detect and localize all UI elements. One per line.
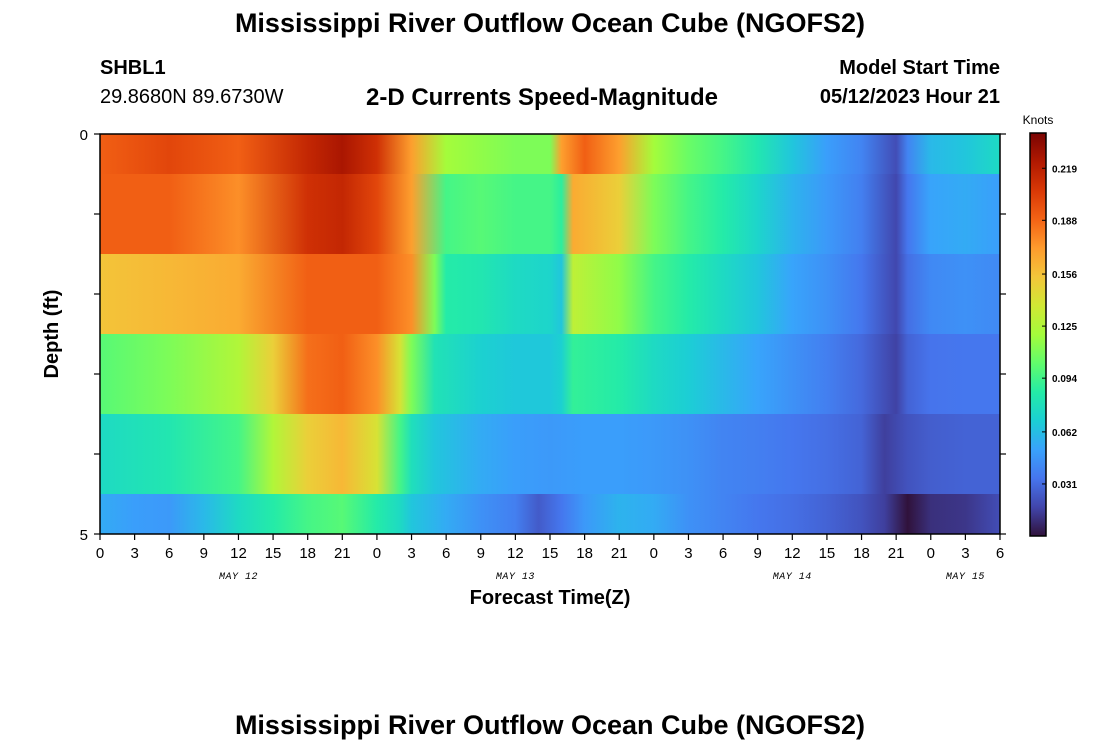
y-tick-label: 0: [80, 127, 88, 144]
x-tick-label: 9: [200, 545, 208, 562]
date-label: MAY 12: [219, 572, 258, 583]
colorbar-tick-label: 0.156: [1052, 270, 1077, 281]
x-tick-label: 6: [165, 545, 173, 562]
colorbar-tick-label: 0.094: [1052, 374, 1077, 385]
x-tick-label: 6: [996, 545, 1004, 562]
y-tick-label: 5: [80, 527, 88, 544]
x-tick-label: 18: [853, 545, 870, 562]
date-label: MAY 13: [496, 572, 535, 583]
colorbar-scale: [1029, 132, 1047, 537]
x-tick-label: 15: [265, 545, 282, 562]
model-start-value: 05/12/2023 Hour 21: [819, 86, 1000, 108]
x-tick-label: 9: [477, 545, 485, 562]
date-label: MAY 15: [946, 572, 985, 583]
colorbar-tick-label: 0.062: [1052, 428, 1077, 439]
x-tick-label: 18: [576, 545, 593, 562]
station-id: SHBL1: [100, 57, 166, 79]
x-tick-label: 9: [754, 545, 762, 562]
x-tick-label: 6: [442, 545, 450, 562]
x-tick-label: 3: [961, 545, 969, 562]
x-tick-label: 21: [334, 545, 351, 562]
second-chart-title: Mississippi River Outflow Ocean Cube (NG…: [234, 710, 866, 740]
x-tick-label: 0: [927, 545, 935, 562]
colorbar-unit: Knots: [1023, 113, 1054, 127]
x-tick-label: 0: [650, 545, 658, 562]
x-tick-label: 21: [888, 545, 905, 562]
colorbar-tick-label: 0.188: [1052, 216, 1077, 227]
x-tick-label: 0: [96, 545, 104, 562]
x-tick-label: 6: [719, 545, 727, 562]
x-axis: 0 3 6 9 12 15 18 21 0 3 6 9 12 15 18 21 0 3 6 9 12 15 18 21 0 3 6M…: [96, 534, 1004, 583]
colorbar: Knots 0.219 0.188 0.156 0.125 0.094 0.062 0.03…: [1023, 113, 1077, 537]
x-tick-label: 3: [130, 545, 138, 562]
colorbar-tick-label: 0.031: [1052, 480, 1077, 491]
x-tick-label: 21: [611, 545, 628, 562]
x-tick-label: 0: [373, 545, 381, 562]
depth-layer-5: [100, 414, 1000, 494]
chart-subtitle: 2-D Currents Speed-Magnitude: [366, 84, 719, 111]
x-tick-label: 18: [299, 545, 316, 562]
depth-layer-3: [100, 254, 1000, 334]
x-tick-label: 12: [784, 545, 801, 562]
x-tick-label: 15: [819, 545, 836, 562]
station-coordinates: 29.8680N 89.6730W: [100, 86, 284, 108]
depth-layer-6: [100, 494, 1000, 534]
x-tick-label: 3: [684, 545, 692, 562]
y-axis: 05: [80, 127, 1006, 544]
colorbar-tick-label: 0.219: [1052, 164, 1077, 175]
x-tick-label: 12: [507, 545, 524, 562]
x-tick-label: 3: [407, 545, 415, 562]
x-tick-label: 15: [542, 545, 559, 562]
colorbar-tick-label: 0.125: [1052, 322, 1077, 333]
depth-layer-4: [100, 334, 1000, 414]
heatmap-cells: [100, 134, 1000, 534]
heatmap-chart: 0 3 6 9 12 15 18 21 0 3 6 9 12 15 18 21 0 3 6 9 12 15 18 21 0 3 6M…: [41, 113, 1077, 609]
x-tick-label: 12: [230, 545, 247, 562]
date-label: MAY 14: [773, 572, 812, 583]
colorbar-ticks: 0.219 0.188 0.156 0.125 0.094 0.062 0.031: [1042, 164, 1077, 491]
depth-layer-1: [100, 134, 1000, 174]
chart-title: Mississippi River Outflow Ocean Cube (NG…: [234, 8, 866, 38]
y-axis-label: Depth (ft): [41, 290, 63, 379]
depth-layer-2: [100, 174, 1000, 254]
model-start-label: Model Start Time: [839, 57, 1000, 79]
x-axis-label: Forecast Time(Z): [470, 587, 631, 609]
